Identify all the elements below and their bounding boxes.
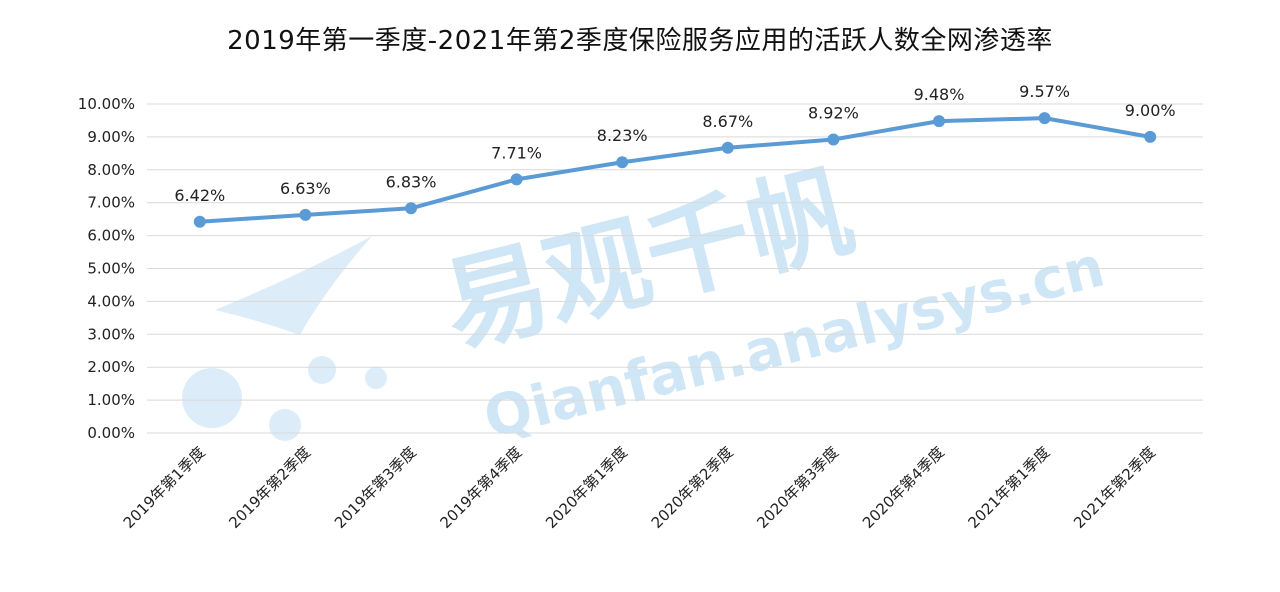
data-point (616, 156, 629, 169)
data-label: 8.92% (808, 104, 859, 123)
data-label: 9.00% (1125, 101, 1176, 120)
y-axis-ticks: 0.00% 1.00% 2.00% 3.00% 4.00% 5.00% 6.00% 7.00%… (78, 95, 135, 442)
x-axis-ticks: 2019年第1季度 2019年第2季度 2019年第3季度 2019年第4季度 2020… (120, 443, 1159, 532)
x-tick-label: 2019年第4季度 (437, 443, 526, 532)
data-point (721, 141, 734, 154)
y-tick-label: 5.00% (87, 260, 135, 278)
watermark-logo-dot-small (308, 356, 336, 384)
data-point (510, 173, 523, 186)
x-tick-label: 2020年第4季度 (859, 443, 948, 532)
y-tick-label: 6.00% (87, 227, 135, 245)
x-tick-label: 2020年第1季度 (542, 443, 631, 532)
y-tick-label: 9.00% (87, 128, 135, 146)
data-point (299, 208, 312, 221)
watermark-logo-dot-tiny (365, 367, 387, 389)
y-tick-label: 2.00% (87, 358, 135, 376)
data-label: 9.48% (914, 85, 965, 104)
data-label: 6.63% (280, 179, 331, 198)
x-tick-label: 2020年第2季度 (648, 443, 737, 532)
x-tick-label: 2020年第3季度 (753, 443, 842, 532)
data-label: 7.71% (491, 143, 542, 162)
watermark-logo-dot-medium (269, 409, 301, 441)
x-tick-label: 2019年第3季度 (331, 443, 420, 532)
series-line (197, 116, 1153, 224)
x-tick-label: 2021年第1季度 (965, 443, 1054, 532)
watermark-logo-dot-large (182, 368, 242, 428)
x-tick-label: 2021年第2季度 (1070, 443, 1159, 532)
data-labels: 6.42% 6.63% 6.83% 7.71% 8.23% 8.67% 8.92% 9.48%… (174, 82, 1175, 205)
y-tick-label: 0.00% (87, 424, 135, 442)
y-tick-label: 8.00% (87, 161, 135, 179)
y-tick-label: 10.00% (78, 95, 135, 113)
data-label: 8.23% (597, 126, 648, 145)
data-point (827, 133, 840, 146)
chart-title: 2019年第一季度-2021年第2季度保险服务应用的活跃人数全网渗透率 (227, 26, 1053, 56)
data-point (405, 202, 417, 215)
grid-lines (147, 103, 1203, 434)
x-tick-label: 2019年第1季度 (120, 443, 209, 532)
data-label: 9.57% (1019, 82, 1070, 101)
data-point (1038, 112, 1051, 125)
data-point (193, 215, 206, 228)
data-label: 6.42% (174, 186, 225, 205)
y-tick-label: 3.00% (87, 325, 135, 343)
data-point (933, 115, 945, 128)
data-label: 8.67% (702, 112, 753, 131)
data-point (1144, 130, 1157, 143)
watermark-logo-sail (215, 236, 372, 335)
y-tick-label: 1.00% (87, 391, 135, 409)
y-tick-label: 4.00% (87, 292, 135, 310)
y-tick-label: 7.00% (87, 194, 135, 212)
x-tick-label: 2019年第2季度 (225, 443, 314, 532)
data-label: 6.83% (386, 172, 437, 191)
data-points (193, 112, 1157, 228)
